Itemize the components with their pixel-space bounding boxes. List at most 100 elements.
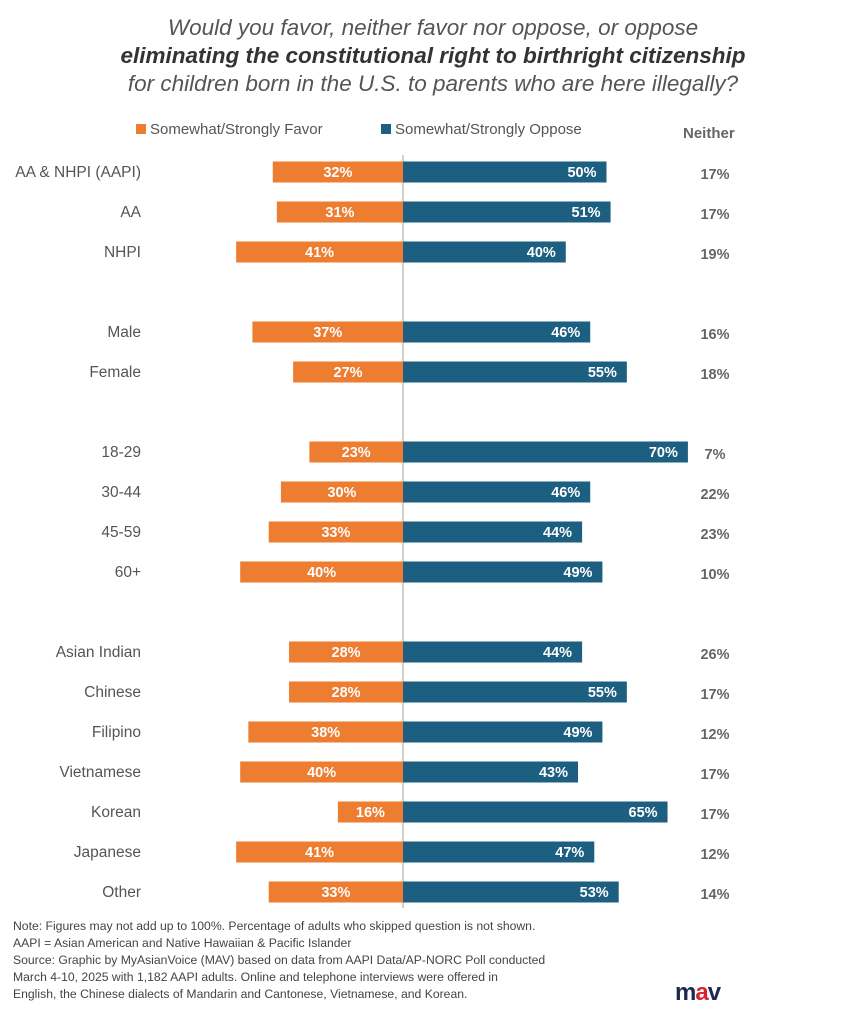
- favor-value-label: 23%: [342, 445, 371, 461]
- oppose-value-label: 55%: [588, 685, 617, 701]
- favor-bar: [240, 561, 403, 583]
- oppose-bar: [403, 881, 619, 903]
- favor-bar: [337, 801, 403, 823]
- category-label: Other: [102, 884, 141, 901]
- neither-value: 18%: [700, 367, 729, 383]
- note-line-4: March 4-10, 2025 with 1,182 AAPI adults.…: [13, 970, 498, 984]
- legend-favor-swatch: [136, 124, 146, 135]
- favor-value-label: 37%: [313, 325, 342, 341]
- oppose-bar: [403, 361, 627, 383]
- favor-bar: [289, 681, 403, 703]
- oppose-value-label: 65%: [629, 805, 658, 821]
- favor-value-label: 33%: [321, 525, 350, 541]
- note-line-3: Source: Graphic by MyAsianVoice (MAV) ba…: [13, 953, 546, 967]
- legend-oppose-swatch: [381, 124, 391, 135]
- neither-value: 14%: [700, 887, 729, 903]
- oppose-value-label: 43%: [539, 765, 568, 781]
- oppose-bar: [403, 721, 603, 743]
- oppose-bar: [403, 641, 583, 663]
- neither-value: 17%: [700, 767, 729, 783]
- oppose-value-label: 46%: [551, 485, 580, 501]
- neither-value: 19%: [700, 247, 729, 263]
- diverging-bar-chart: AA & NHPI (AAPI) 32% 50% 17% AA 31% 51% 17% NHPI…: [15, 155, 730, 908]
- favor-bar: [293, 361, 403, 383]
- category-label: AA: [120, 204, 141, 221]
- oppose-bar: [403, 481, 591, 503]
- oppose-bar: [403, 521, 583, 543]
- footnotes: Note: Figures may not add up to 100%. Pe…: [13, 918, 653, 1003]
- oppose-bar: [403, 841, 595, 863]
- oppose-value-label: 44%: [543, 525, 572, 541]
- favor-bar: [248, 721, 403, 743]
- oppose-bar: [403, 241, 566, 263]
- legend-oppose-label: Somewhat/Strongly Oppose: [395, 121, 582, 138]
- favor-bar: [240, 761, 403, 783]
- neither-value: 17%: [700, 207, 729, 223]
- neither-value: 12%: [700, 727, 729, 743]
- category-label: Korean: [91, 804, 141, 821]
- category-label: Female: [89, 364, 141, 381]
- favor-bar: [280, 481, 403, 503]
- category-label: AA & NHPI (AAPI): [15, 164, 141, 181]
- favor-value-label: 28%: [332, 645, 361, 661]
- oppose-value-label: 49%: [563, 565, 592, 581]
- neither-value: 17%: [700, 167, 729, 183]
- neither-value: 10%: [700, 567, 729, 583]
- mav-logo: mav: [675, 979, 721, 1006]
- oppose-value-label: 50%: [567, 165, 596, 181]
- oppose-bar: [403, 801, 668, 823]
- favor-value-label: 16%: [356, 805, 385, 821]
- oppose-bar: [403, 321, 591, 343]
- category-label: Vietnamese: [59, 764, 141, 781]
- favor-value-label: 41%: [305, 845, 334, 861]
- oppose-value-label: 44%: [543, 645, 572, 661]
- favor-bar: [236, 241, 403, 263]
- favor-value-label: 40%: [307, 565, 336, 581]
- neither-value: 7%: [705, 447, 726, 463]
- favor-value-label: 41%: [305, 245, 334, 261]
- category-label: Male: [107, 324, 141, 341]
- favor-bar: [236, 841, 403, 863]
- oppose-bar: [403, 561, 603, 583]
- category-label: Asian Indian: [56, 644, 141, 661]
- note-line-2: AAPI = Asian American and Native Hawaiia…: [13, 936, 352, 950]
- favor-value-label: 38%: [311, 725, 340, 741]
- category-label: Japanese: [74, 844, 141, 861]
- neither-value: 17%: [700, 687, 729, 703]
- title-line-1: Would you favor, neither favor nor oppos…: [167, 15, 699, 40]
- favor-value-label: 31%: [325, 205, 354, 221]
- favor-bar: [272, 161, 403, 183]
- neither-column-header: Neither: [683, 125, 735, 142]
- oppose-value-label: 55%: [588, 365, 617, 381]
- favor-value-label: 40%: [307, 765, 336, 781]
- favor-bar: [252, 321, 403, 343]
- legend-favor-label: Somewhat/Strongly Favor: [150, 121, 323, 138]
- note-line-5: English, the Chinese dialects of Mandari…: [13, 987, 468, 1001]
- category-label: Filipino: [92, 724, 141, 741]
- category-label: 30-44: [101, 484, 141, 501]
- neither-value: 22%: [700, 487, 729, 503]
- oppose-bar: [403, 441, 688, 463]
- favor-bar: [268, 881, 403, 903]
- favor-value-label: 27%: [334, 365, 363, 381]
- oppose-bar: [403, 681, 627, 703]
- neither-value: 23%: [700, 527, 729, 543]
- oppose-value-label: 70%: [649, 445, 678, 461]
- oppose-bar: [403, 201, 611, 223]
- note-line-1: Note: Figures may not add up to 100%. Pe…: [13, 919, 536, 933]
- legend-favor: Somewhat/Strongly Favor: [136, 121, 323, 138]
- neither-value: 26%: [700, 647, 729, 663]
- favor-bar: [289, 641, 403, 663]
- oppose-value-label: 46%: [551, 325, 580, 341]
- oppose-value-label: 49%: [563, 725, 592, 741]
- category-label: 60+: [115, 564, 141, 581]
- neither-value: 12%: [700, 847, 729, 863]
- title-line-3: for children born in the U.S. to parents…: [127, 71, 739, 96]
- neither-value: 17%: [700, 807, 729, 823]
- oppose-bar: [403, 161, 607, 183]
- neither-value: 16%: [700, 327, 729, 343]
- favor-bar: [268, 521, 403, 543]
- category-label: Chinese: [84, 684, 141, 701]
- favor-value-label: 32%: [323, 165, 352, 181]
- oppose-value-label: 47%: [555, 845, 584, 861]
